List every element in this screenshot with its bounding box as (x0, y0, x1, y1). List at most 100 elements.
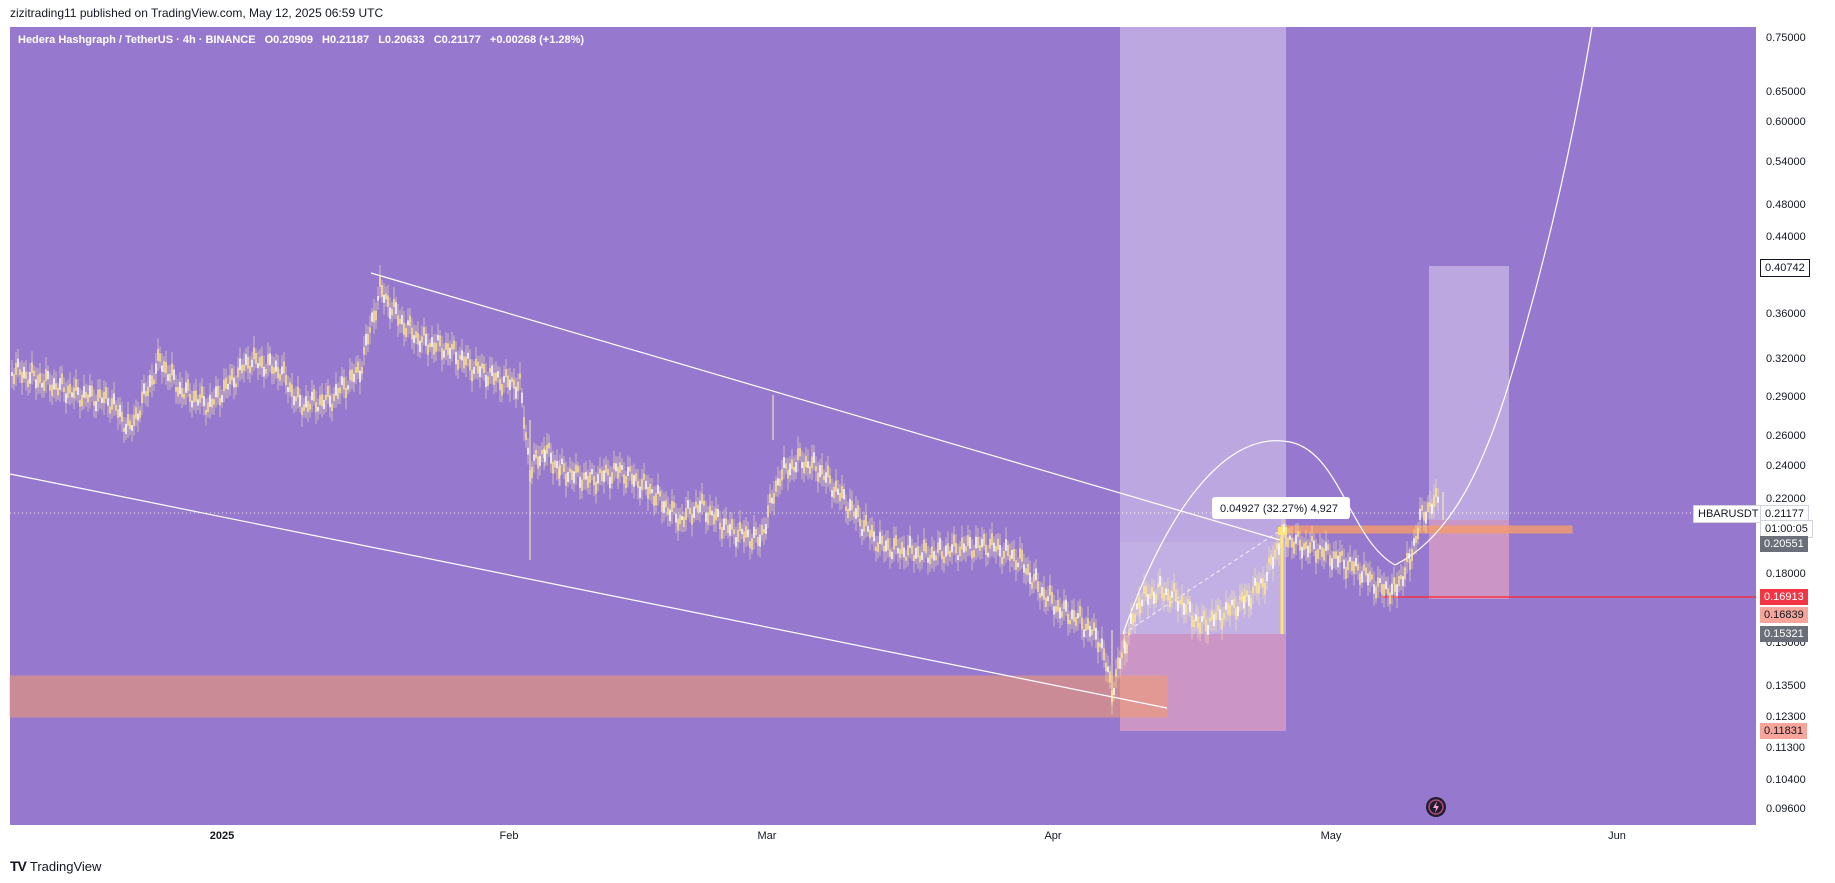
candle-body (1243, 596, 1245, 609)
candle-body (371, 312, 373, 322)
tradingview-logo-icon[interactable]: TV (10, 858, 27, 874)
candle-body (775, 480, 777, 493)
candle-body (849, 499, 851, 512)
candle-body (663, 501, 665, 513)
candle-body (613, 462, 615, 470)
candle-body (471, 369, 473, 382)
candle-body (1093, 622, 1095, 631)
candle-body (1075, 617, 1077, 627)
candle-body (119, 404, 121, 417)
candle-body (1437, 496, 1439, 503)
candle-body (933, 551, 935, 561)
measure-label: 0.04927 (32.27%) 4,927 (1220, 503, 1338, 515)
candle-body (781, 468, 783, 481)
candle-body (1171, 591, 1173, 598)
candle-body (539, 455, 541, 466)
candle-body (323, 400, 325, 409)
candle-body (1379, 578, 1381, 583)
candle-body (505, 369, 507, 378)
candle-body (63, 387, 65, 393)
candle-body (1233, 598, 1235, 608)
candle-body (1339, 552, 1341, 563)
candle-body (556, 461, 558, 469)
candle-body (453, 340, 455, 350)
candle-body (799, 447, 801, 457)
candle-body (1063, 600, 1065, 610)
candle-body (1163, 593, 1165, 601)
candle-body (977, 537, 979, 549)
lightning-icon[interactable] (1426, 797, 1446, 817)
candle-body (679, 514, 681, 525)
candle-body (1315, 550, 1317, 563)
candle-body (1323, 548, 1325, 561)
candle-body (131, 425, 133, 431)
candle-body (1341, 550, 1343, 557)
candle-body (479, 366, 481, 377)
candle-body (387, 295, 389, 307)
candle-body (735, 537, 737, 547)
price-tick-label: 0.13500 (1766, 680, 1806, 692)
candle-body (203, 395, 205, 407)
candle-body (1126, 643, 1128, 654)
symbol-open: O0.20909 (264, 34, 313, 46)
candle-body (741, 528, 743, 534)
candle-body (411, 327, 413, 340)
candle-body (975, 536, 977, 549)
candle-body (349, 370, 351, 381)
candle-body (591, 469, 593, 475)
footer-brand: TradingView (29, 858, 102, 874)
candle-body (1385, 581, 1387, 590)
candle-body (546, 444, 548, 454)
candle-body (159, 353, 161, 362)
candle-body (239, 358, 241, 371)
candle-body (79, 400, 81, 407)
candle-body (1301, 546, 1303, 559)
candle-body (17, 358, 19, 368)
candle-body (519, 373, 521, 379)
candle-body (27, 379, 29, 388)
candle-body (509, 379, 511, 391)
candle-body (163, 361, 165, 373)
candle-body (1402, 576, 1404, 586)
candle-body (29, 371, 31, 384)
candle-body (783, 457, 785, 468)
candle-body (401, 314, 403, 325)
candle-body (831, 490, 833, 497)
candle-body (127, 413, 129, 426)
candle-body (311, 391, 313, 401)
candle-body (1225, 602, 1227, 610)
candle-body (427, 344, 429, 355)
candle-body (1147, 594, 1149, 605)
candle-body (1425, 511, 1427, 524)
candle-body (169, 373, 171, 382)
candle-body (389, 307, 391, 319)
candle-body (179, 381, 181, 394)
candle-body (713, 513, 715, 525)
candle-body (647, 486, 649, 499)
candle-body (335, 384, 337, 396)
price-tick-label: 0.48000 (1766, 199, 1806, 211)
candle-body (733, 529, 735, 534)
candle-body (835, 480, 837, 492)
price-tick-label: 0.54000 (1766, 156, 1806, 168)
candle-body (399, 318, 401, 324)
candle-body (1136, 603, 1138, 610)
candle-body (755, 529, 757, 536)
candle-body (705, 512, 707, 522)
price-tick-label: 0.36000 (1766, 308, 1806, 320)
candle-body (423, 327, 425, 336)
candle-body (901, 542, 903, 555)
time-tick-label: 2025 (210, 830, 234, 842)
candle-body (595, 481, 597, 494)
candle-body (1209, 617, 1211, 622)
candle-body (1262, 578, 1264, 588)
candle-body (309, 403, 311, 410)
candle-body (499, 378, 501, 391)
price-tick-label: 0.10400 (1766, 774, 1806, 786)
candle-body (135, 407, 137, 419)
candle-body (747, 529, 749, 538)
candle-body (227, 383, 229, 390)
candle-body (1081, 617, 1083, 630)
candle-body (1043, 587, 1045, 600)
